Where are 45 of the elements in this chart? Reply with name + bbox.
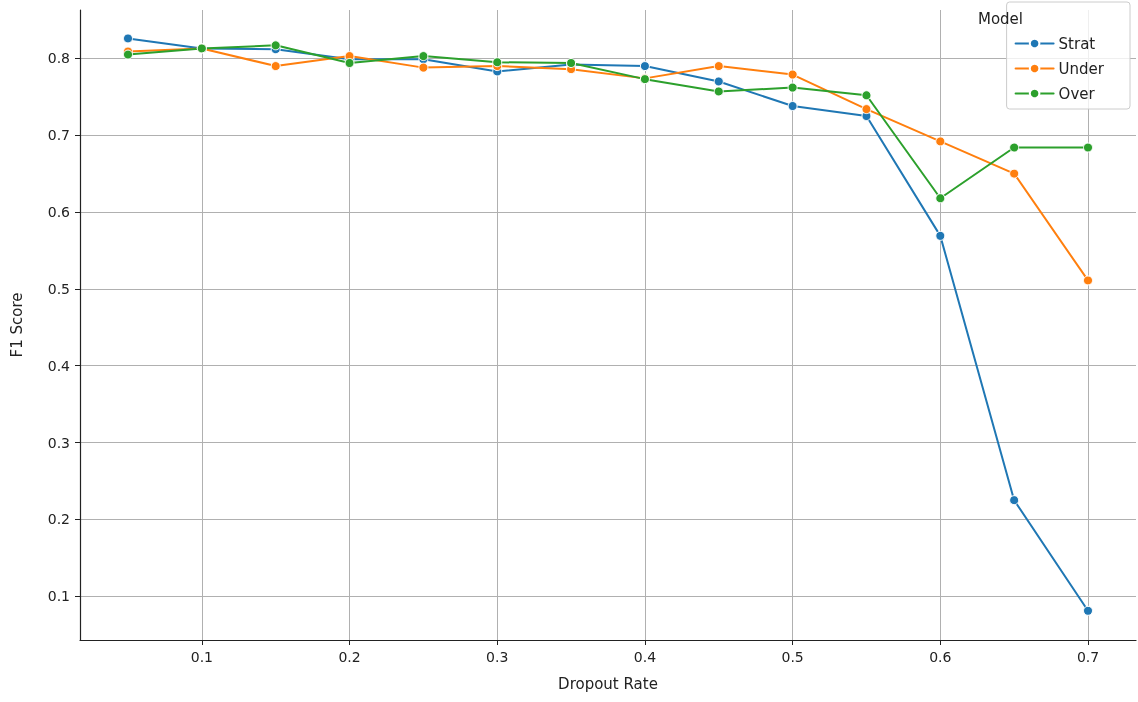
legend-label: Under	[1058, 59, 1105, 78]
x-tick-label: 0.3	[486, 649, 509, 665]
legend-label: Strat	[1058, 34, 1096, 53]
legend-title: Model	[977, 9, 1024, 28]
y-tick-label: 0.3	[47, 434, 70, 451]
x-tick-label: 0.1	[190, 649, 213, 665]
point	[861, 90, 872, 101]
point	[713, 86, 724, 97]
point	[861, 104, 872, 115]
point	[270, 40, 281, 51]
point	[639, 61, 650, 72]
point	[123, 33, 133, 44]
point	[935, 193, 946, 204]
point	[713, 76, 724, 87]
point	[344, 58, 355, 69]
y-tick-label: 0.2	[47, 511, 70, 528]
point	[787, 82, 798, 93]
point	[787, 69, 798, 80]
x-tick-label: 0.6	[929, 649, 952, 665]
point	[418, 62, 429, 73]
x-tick-label: 0.7	[1076, 649, 1100, 665]
y-tick-label: 0.7	[47, 127, 70, 144]
point	[492, 57, 503, 68]
point	[1009, 168, 1020, 179]
legend-label: Over	[1058, 84, 1096, 103]
point	[1083, 605, 1093, 616]
y-tick-label: 0.8	[47, 50, 70, 67]
x-axis-title: Dropout Rate	[558, 674, 658, 693]
point	[713, 61, 724, 72]
x-tick-label: 0.5	[781, 649, 804, 665]
point	[1083, 275, 1093, 286]
point	[935, 230, 946, 241]
point	[270, 61, 281, 72]
point	[1083, 142, 1093, 153]
x-tick-label: 0.4	[633, 649, 657, 665]
point	[787, 101, 798, 112]
y-tick-label: 0.4	[47, 357, 71, 374]
y-tick-label: 0.5	[47, 280, 70, 297]
point	[935, 136, 946, 147]
y-tick-label: 0.1	[47, 588, 70, 605]
y-axis-title: F1 Score	[7, 292, 26, 358]
point	[1009, 495, 1020, 506]
point	[1009, 142, 1020, 153]
x-tick-label: 0.2	[338, 649, 361, 665]
y-tick-label: 0.6	[47, 204, 71, 221]
